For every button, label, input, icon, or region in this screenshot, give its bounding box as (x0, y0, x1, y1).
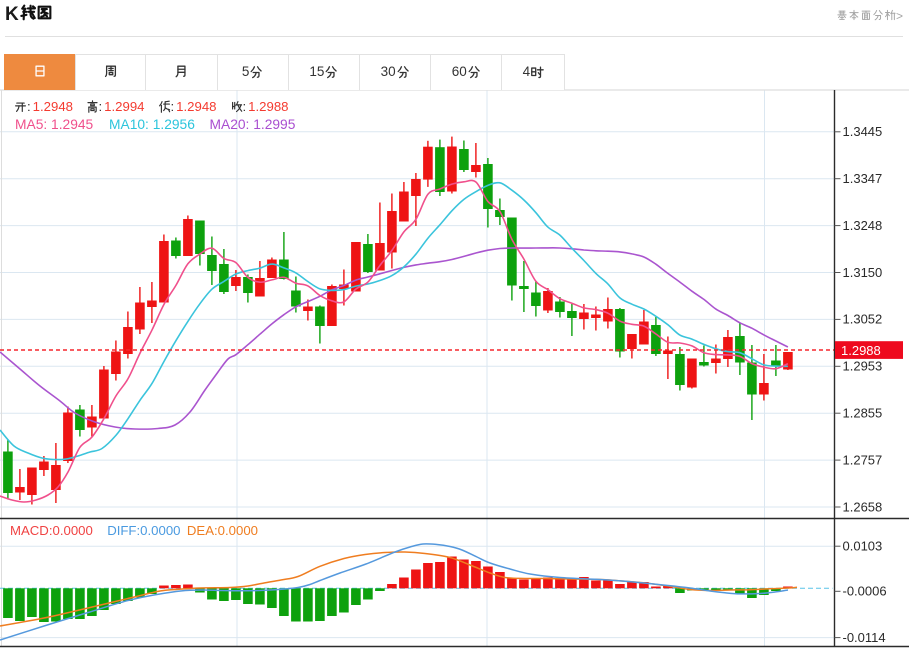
svg-text:1.2757: 1.2757 (843, 452, 883, 467)
svg-text:1.3248: 1.3248 (843, 218, 883, 233)
svg-text:1.2855: 1.2855 (843, 406, 883, 421)
svg-text:1.2658: 1.2658 (843, 499, 883, 514)
svg-text:-0.0006: -0.0006 (843, 584, 887, 599)
svg-text:1.3150: 1.3150 (843, 265, 883, 280)
svg-text:1.3052: 1.3052 (843, 312, 883, 327)
svg-text:1.3445: 1.3445 (843, 124, 883, 139)
svg-text:1.2953: 1.2953 (843, 359, 883, 374)
svg-text:-0.0114: -0.0114 (843, 630, 886, 645)
svg-text:1.3347: 1.3347 (843, 171, 883, 186)
svg-text:0.0103: 0.0103 (843, 539, 883, 554)
svg-text:1.2988: 1.2988 (841, 343, 881, 358)
